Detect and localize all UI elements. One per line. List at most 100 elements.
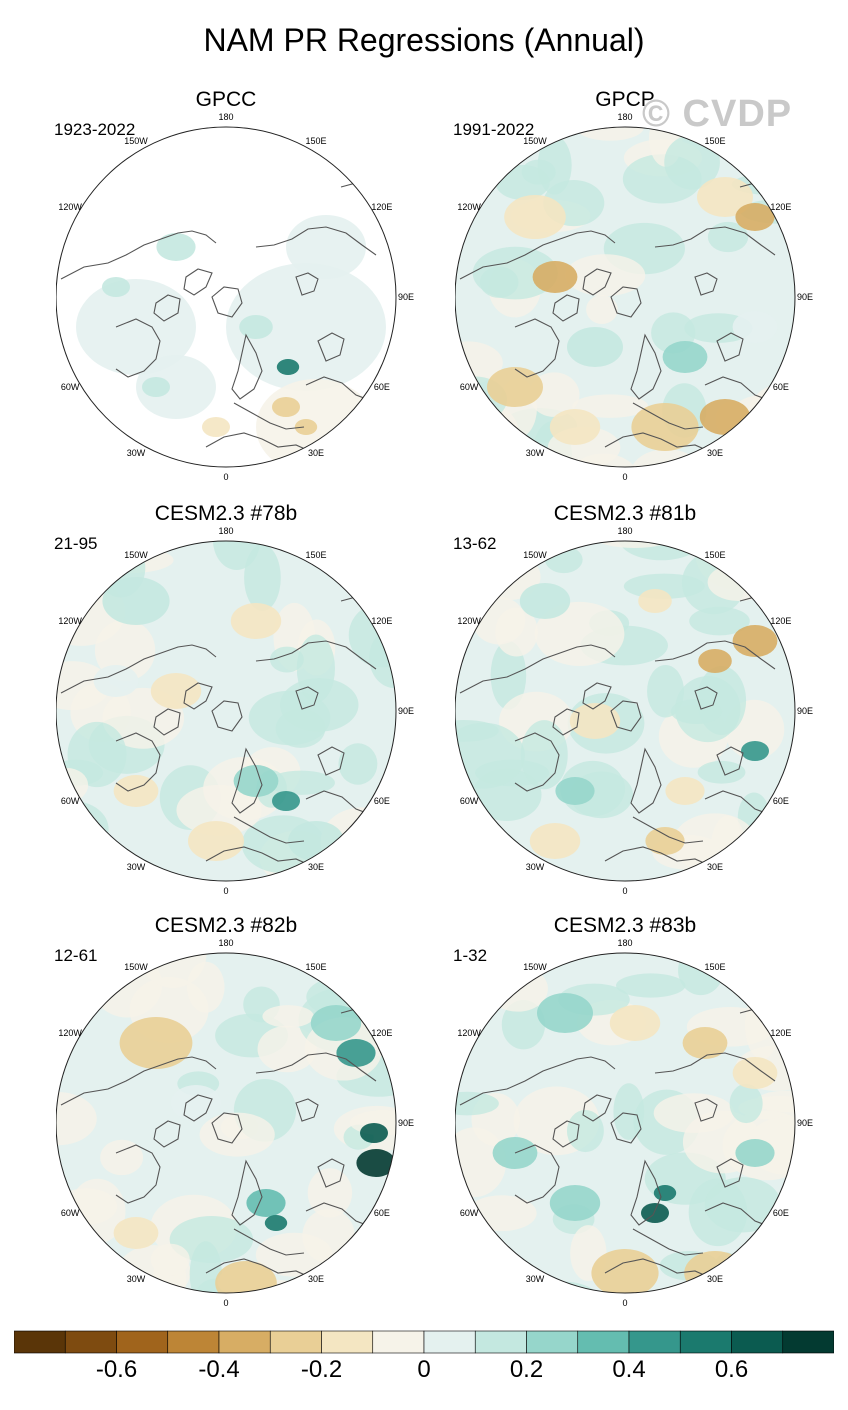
longitude-label: 150W xyxy=(523,962,547,972)
field-patch xyxy=(586,294,618,324)
anomaly-patch xyxy=(215,1261,277,1293)
anomaly-patch xyxy=(732,311,778,343)
colorbar-swatch xyxy=(577,1330,630,1354)
longitude-label: 180 xyxy=(218,526,233,536)
colorbar-swatch xyxy=(14,1330,66,1354)
longitude-label: 30E xyxy=(707,1274,723,1284)
anomaly-patch xyxy=(336,1039,376,1067)
longitude-label: 60W xyxy=(460,382,479,392)
anomaly-patch xyxy=(537,993,593,1033)
coastline xyxy=(694,1098,718,1122)
longitude-label: 120W xyxy=(58,202,82,212)
field-patch xyxy=(495,164,550,200)
anomaly-patch xyxy=(142,377,170,397)
longitude-label: 120E xyxy=(371,1028,392,1038)
field-patch xyxy=(254,1291,322,1293)
field-patch xyxy=(262,1005,314,1028)
anomaly-patch xyxy=(113,1217,159,1249)
panel-gpcp: GPCP 1991-2022 180 150E 120E 90E 60E 30E 0 30W 6… xyxy=(453,88,848,488)
coastline xyxy=(295,1098,319,1122)
anomaly-patch xyxy=(113,775,159,807)
panel-date-range: 1-32 xyxy=(453,946,488,965)
anomaly-patch xyxy=(233,765,279,797)
longitude-label: 120W xyxy=(457,1028,481,1038)
longitude-label: 120E xyxy=(770,202,791,212)
field-patch xyxy=(689,606,750,636)
coastline xyxy=(205,846,315,868)
longitude-label: 60E xyxy=(374,796,390,806)
longitude-label: 0 xyxy=(622,472,627,482)
coastline xyxy=(716,746,744,776)
anomaly-patch xyxy=(276,359,300,375)
field-patch xyxy=(534,601,625,666)
longitude-label: 90E xyxy=(398,706,414,716)
field-patch xyxy=(572,394,649,418)
field-patch xyxy=(670,698,723,725)
coastline xyxy=(233,1228,305,1256)
anomaly-patch xyxy=(119,1017,193,1069)
longitude-label: 120E xyxy=(770,616,791,626)
field-patch xyxy=(56,1249,118,1288)
field-patch xyxy=(455,541,502,576)
colorbar-swatch xyxy=(628,1330,681,1354)
coastline xyxy=(582,1094,612,1122)
field-patch xyxy=(744,990,780,1060)
panel-cesm-82b: CESM2.3 #82b 12-61 180 150E 120E 90E 60E 30E 0… xyxy=(54,914,456,1314)
coastline xyxy=(459,644,616,694)
coastline xyxy=(630,747,662,814)
field-patch xyxy=(363,1248,396,1275)
longitude-label: 90E xyxy=(797,1118,813,1128)
coastline xyxy=(231,1159,263,1226)
coastline xyxy=(115,1144,161,1204)
coastline xyxy=(255,226,377,256)
longitude-label: 180 xyxy=(617,112,632,122)
map-border xyxy=(56,126,397,468)
longitude-label: 0 xyxy=(223,472,228,482)
field-patch xyxy=(269,646,304,673)
anomaly-patch xyxy=(202,417,230,437)
anomaly-patch xyxy=(294,419,318,435)
anomaly-patch xyxy=(665,777,705,805)
longitude-label: 180 xyxy=(218,112,233,122)
field-patch xyxy=(56,837,88,876)
anomaly-patch xyxy=(93,665,139,697)
field-patch xyxy=(768,805,795,866)
longitude-label: 150E xyxy=(704,962,725,972)
field-patch xyxy=(647,665,685,718)
coastline xyxy=(211,1112,243,1144)
coastline xyxy=(205,1258,315,1280)
field-patch xyxy=(199,1112,275,1157)
polar-map: 180150E120E90E60E30E030W60W90W120W150W xyxy=(56,112,414,482)
longitude-label: 60W xyxy=(460,796,479,806)
longitude-label: 120E xyxy=(371,202,392,212)
longitude-label: 60W xyxy=(61,1208,80,1218)
longitude-label: 120E xyxy=(770,1028,791,1038)
longitude-label: 150W xyxy=(523,550,547,560)
longitude-label: 60W xyxy=(61,382,80,392)
field-patch xyxy=(248,690,331,746)
anomaly-patch xyxy=(732,1057,778,1089)
field-patch xyxy=(756,1240,795,1270)
field-patch xyxy=(707,221,749,253)
longitude-label: 30W xyxy=(526,1274,545,1284)
longitude-label: 120W xyxy=(58,1028,82,1038)
coastline xyxy=(255,640,377,670)
coastline xyxy=(514,1144,560,1204)
colorbar-swatch xyxy=(474,1330,527,1354)
coastline xyxy=(632,816,704,844)
anomaly-patch xyxy=(230,603,282,639)
anomaly-patch xyxy=(555,777,595,805)
coastline xyxy=(610,286,642,318)
longitude-label: 30E xyxy=(308,862,324,872)
field-patch xyxy=(64,863,100,881)
anomaly-patch xyxy=(682,1027,728,1059)
panel-title: GPCP xyxy=(595,88,655,111)
anomaly-patch xyxy=(272,397,300,417)
colorbar-tick-label: 0 xyxy=(417,1356,431,1383)
panel-gpcc: GPCC 1923-2022 180 150E 120E 90E 60E 30E 0 30W 6… xyxy=(54,88,456,488)
field-patch xyxy=(338,743,378,785)
coastline xyxy=(211,700,243,732)
field-patch xyxy=(286,215,366,279)
longitude-label: 150W xyxy=(124,550,148,560)
anomaly-patch xyxy=(638,589,672,613)
